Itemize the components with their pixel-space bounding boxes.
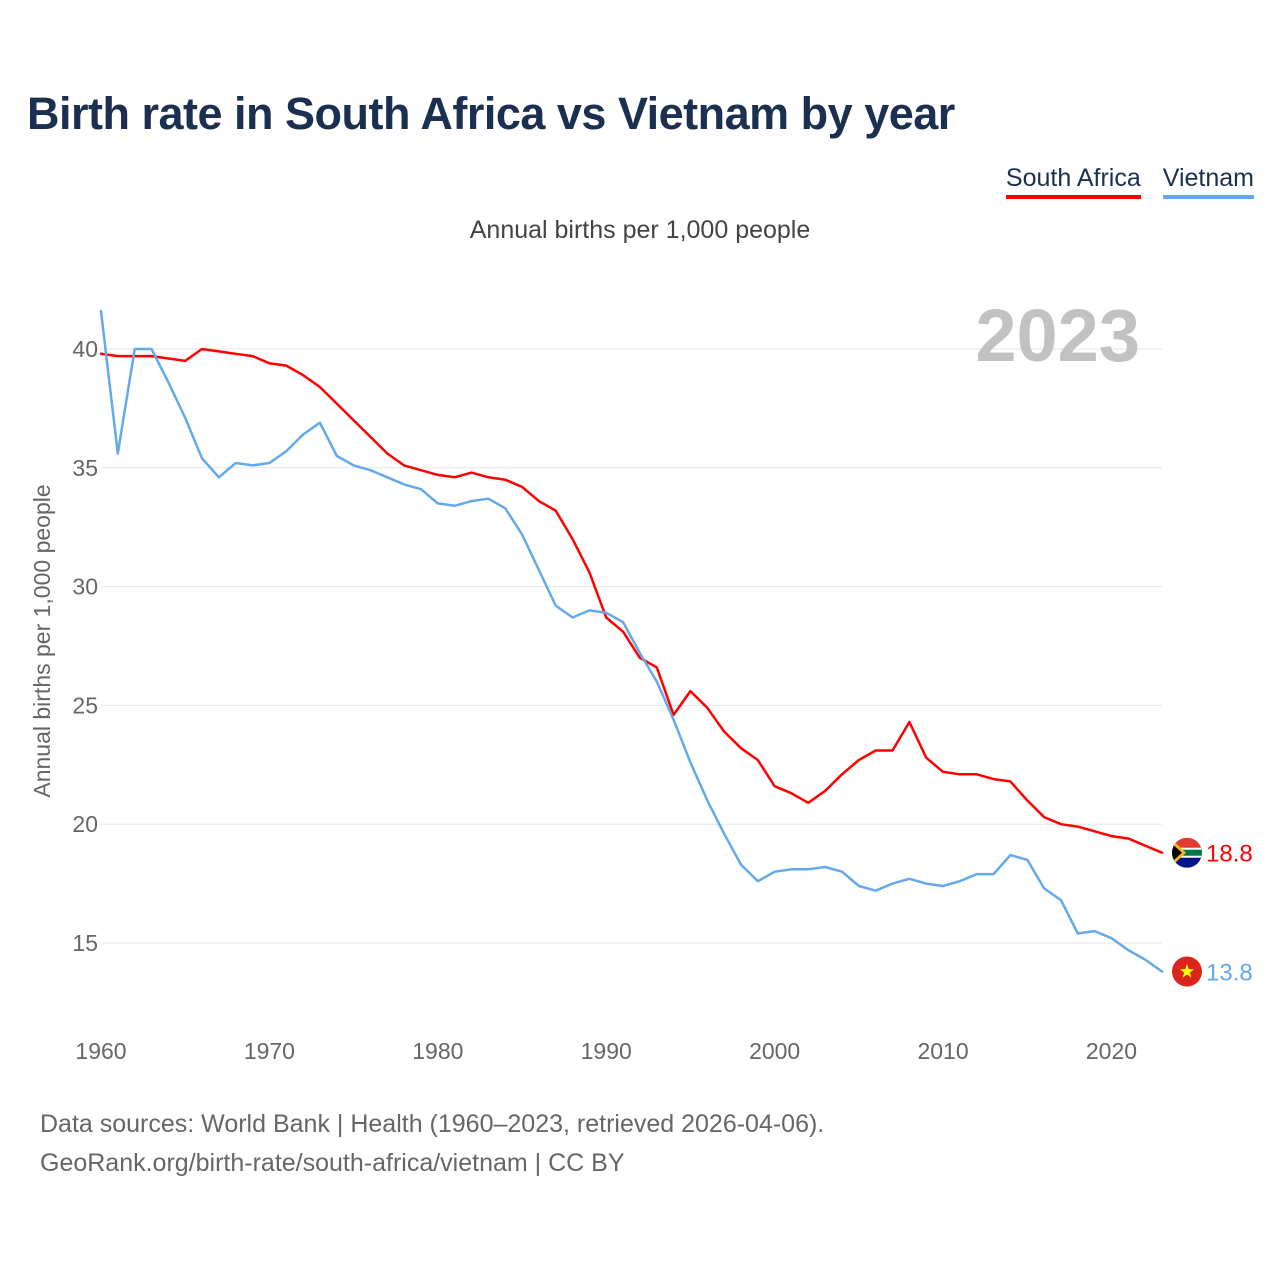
vietnam-end-value-label: 13.8 bbox=[1206, 960, 1253, 987]
south-africa-end-value-label: 18.8 bbox=[1206, 841, 1253, 868]
data-sources-note: Data sources: World Bank | Health (1960–… bbox=[40, 1110, 825, 1138]
x-tick-label-2020: 2020 bbox=[1086, 1038, 1137, 1064]
x-tick-label-1980: 1980 bbox=[412, 1038, 463, 1064]
y-tick-label-20: 20 bbox=[72, 811, 98, 837]
y-tick-label-35: 35 bbox=[72, 455, 98, 481]
x-tick-label-2000: 2000 bbox=[749, 1038, 800, 1064]
legend-item-vietnam[interactable]: Vietnam bbox=[1162, 164, 1254, 199]
y-tick-label-30: 30 bbox=[72, 574, 98, 600]
chart-subtitle: Annual births per 1,000 people bbox=[469, 216, 811, 244]
y-tick-label-25: 25 bbox=[72, 692, 98, 718]
x-tick-label-1970: 1970 bbox=[244, 1038, 295, 1064]
year-label: 2023 bbox=[975, 294, 1140, 377]
south-africa-flag-icon bbox=[1172, 837, 1202, 868]
series-line-south-africa bbox=[99, 347, 1164, 854]
x-tick-label-1960: 1960 bbox=[75, 1038, 126, 1064]
chart-title: Birth rate in South Africa vs Vietnam by… bbox=[27, 88, 955, 139]
legend-item-south-africa[interactable]: South Africa bbox=[1005, 164, 1141, 199]
y-axis-label: Annual births per 1,000 people bbox=[29, 484, 55, 797]
y-tick-label-15: 15 bbox=[72, 930, 98, 956]
footer: Data sources: World Bank | Health (1960–… bbox=[40, 1105, 824, 1183]
y-tick-label-40: 40 bbox=[72, 336, 98, 362]
x-tick-label-2010: 2010 bbox=[917, 1038, 968, 1064]
vietnam-flag-icon bbox=[1172, 956, 1202, 987]
x-tick-label-1990: 1990 bbox=[581, 1038, 632, 1064]
source-url: GeoRank.org/birth-rate/south-africa/viet… bbox=[40, 1149, 625, 1177]
series-line-vietnam bbox=[99, 309, 1164, 973]
legend: South Africa Vietnam bbox=[1005, 164, 1254, 199]
